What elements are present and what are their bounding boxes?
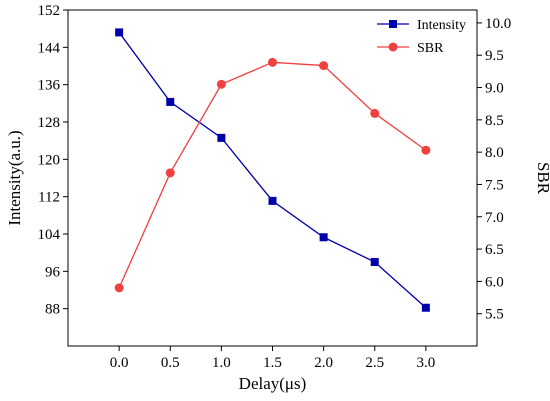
y-left-tick-label: 120 (38, 152, 61, 168)
x-axis-label: Delay(μs) (239, 374, 307, 393)
y-right-tick-label: 9.0 (485, 81, 504, 97)
intensity-point (268, 196, 277, 205)
legend-intensity-label: Intensity (417, 18, 466, 33)
intensity-line (118, 32, 427, 309)
intensity-point (217, 133, 226, 142)
y-right-tick-label: 7.5 (485, 177, 504, 193)
series-layer (114, 28, 431, 312)
intensity-point (370, 258, 379, 266)
y-left-axis: 88 96 104 112 120 128 136 144 152 (38, 3, 68, 318)
x-tick-label: 2.0 (314, 355, 333, 371)
intensity-point (421, 303, 430, 312)
sbr-point (319, 61, 329, 71)
y-right-tick-label: 5.5 (485, 307, 504, 323)
y-right-tick-label: 8.5 (485, 113, 504, 129)
intensity-point (319, 233, 328, 242)
sbr-point (370, 108, 380, 118)
x-axis: 0.0 0.5 1.0 1.5 2.0 2.5 3.0 (110, 346, 436, 371)
x-tick-label: 2.5 (365, 355, 384, 371)
y-right-tick-label: 9.5 (485, 48, 504, 64)
sbr-point (165, 168, 175, 178)
y-right-tick-label: 7.0 (485, 210, 504, 226)
y-right-tick-label: 8.0 (485, 145, 504, 161)
y-left-tick-label: 96 (45, 264, 61, 280)
sbr-line (118, 61, 427, 289)
y-right-tick-label: 10.0 (485, 16, 511, 32)
x-tick-label: 0.5 (161, 355, 180, 371)
y-right-tick-label: 6.0 (485, 274, 504, 290)
y-right-tick-label: 6.5 (485, 242, 504, 258)
y-left-tick-label: 112 (38, 190, 60, 206)
legend: Intensity SBR (377, 18, 466, 56)
y-left-axis-label: Intensity(a.u.) (5, 130, 24, 225)
y-right-axis-label: SBR (534, 162, 550, 195)
legend-sbr-label: SBR (417, 41, 444, 56)
x-tick-label: 1.5 (263, 355, 282, 371)
sbr-point (114, 283, 124, 293)
y-left-tick-label: 152 (38, 3, 61, 19)
intensity-point (166, 97, 175, 106)
sbr-point (421, 145, 431, 155)
legend-sbr-marker (388, 42, 398, 52)
y-left-tick-label: 104 (38, 227, 61, 243)
x-tick-label: 0.0 (110, 355, 129, 371)
legend-intensity-marker (389, 20, 397, 28)
sbr-point (216, 79, 226, 89)
y-left-tick-label: 144 (38, 40, 61, 56)
y-left-tick-label: 136 (38, 78, 61, 94)
sbr-point (268, 57, 277, 67)
y-left-tick-label: 88 (45, 302, 60, 318)
x-tick-label: 3.0 (417, 355, 436, 371)
y-right-axis: 5.5 6.0 6.5 7.0 7.5 8.0 8.5 9.0 9.5 10.0 (477, 16, 511, 323)
x-tick-label: 1.0 (212, 355, 231, 371)
intensity-point (115, 28, 124, 37)
y-left-tick-label: 128 (38, 115, 61, 131)
